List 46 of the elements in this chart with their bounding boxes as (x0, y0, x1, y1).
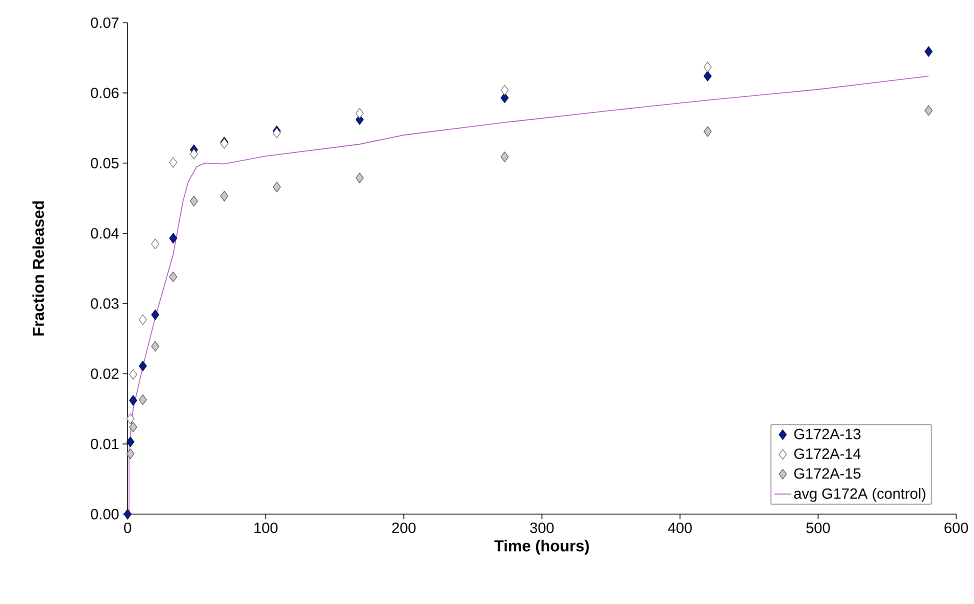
y-tick-label: 0.06 (90, 88, 119, 98)
y-tick-label: 0.07 (90, 17, 118, 28)
point (356, 172, 364, 184)
point (924, 46, 933, 57)
y-tick-label: 0.01 (90, 438, 118, 450)
legend-label: G172A-14 (794, 448, 861, 459)
y-axis-title: Fraction Released (32, 201, 44, 336)
y-tick-label: 0.00 (90, 508, 119, 520)
x-tick-label: 500 (806, 522, 830, 534)
point (129, 395, 138, 406)
y-tick-label: 0.04 (90, 228, 119, 239)
point (126, 448, 134, 459)
point (151, 309, 160, 320)
x-tick-label: 0 (124, 522, 132, 534)
x-axis-title: Time (hours) (494, 540, 589, 555)
x-tick-label: 600 (944, 522, 968, 534)
point (704, 70, 712, 82)
x-tick-label: 100 (254, 522, 278, 534)
point (124, 508, 132, 520)
legend-label: avg G172A (control) (794, 488, 926, 502)
legend-label: G172A-13 (794, 428, 860, 440)
point (126, 413, 134, 424)
point (138, 360, 147, 372)
x-tick-label: 300 (530, 522, 554, 534)
point (151, 341, 160, 352)
point (190, 148, 198, 160)
point (169, 232, 178, 244)
point (169, 272, 178, 282)
point (924, 105, 933, 116)
point (272, 182, 281, 192)
point (126, 436, 134, 448)
point (500, 92, 509, 104)
point (356, 108, 364, 118)
x-tick-label: 400 (668, 522, 692, 534)
point (500, 152, 509, 162)
point (190, 196, 198, 206)
x-tick-label: 200 (392, 522, 416, 534)
y-tick-label: 0.02 (90, 368, 118, 379)
point (220, 190, 228, 202)
point (138, 394, 147, 405)
point (500, 84, 509, 96)
y-tick-label: 0.03 (90, 298, 119, 309)
point (129, 422, 138, 432)
point (704, 126, 712, 137)
y-tick-label: 0.05 (90, 158, 119, 168)
legend-label: G172A-15 (794, 468, 860, 479)
